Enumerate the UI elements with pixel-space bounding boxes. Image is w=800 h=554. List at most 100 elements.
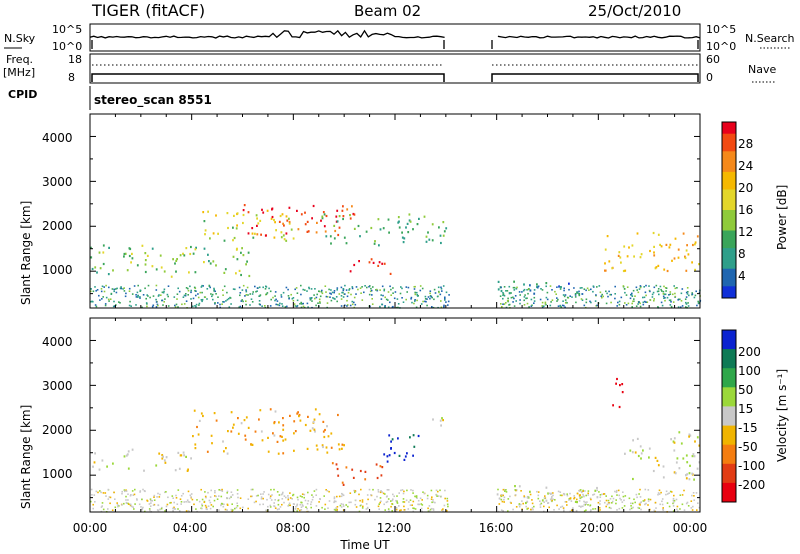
velocity-echo-cell: [688, 472, 691, 475]
velocity-ground-scatter-cell: [609, 498, 612, 500]
velocity-ground-scatter-cell: [93, 494, 96, 496]
velocity-colorbar-band: [722, 387, 736, 407]
velocity-ground-scatter-cell: [323, 495, 325, 497]
power-echo-cell: [325, 214, 328, 218]
velocity-ground-scatter-cell: [105, 495, 107, 497]
power-echo-cell: [370, 226, 373, 230]
power-ground-scatter-cell: [625, 304, 628, 306]
velocity-ground-scatter-cell: [333, 497, 336, 500]
velocity-ground-scatter-cell: [430, 507, 433, 510]
velocity-ground-scatter-cell: [532, 508, 534, 511]
velocity-echo-cell: [364, 478, 367, 481]
velocity-ground-scatter-cell: [386, 495, 388, 497]
power-echo-cell: [425, 235, 428, 238]
power-echo-cell: [336, 220, 339, 223]
power-colorbar-band: [722, 189, 736, 193]
velocity-ground-scatter-cell: [281, 493, 284, 495]
velocity-ground-scatter-cell: [559, 494, 562, 497]
power-echo-cell: [416, 223, 419, 226]
power-ground-scatter-cell: [380, 298, 383, 300]
power-ground-scatter-cell: [155, 289, 158, 291]
velocity-ground-scatter-cell: [282, 491, 284, 494]
velocity-ground-scatter-cell: [179, 498, 182, 500]
velocity-echo-cell: [523, 495, 526, 499]
velocity-echo-cell: [673, 437, 676, 440]
power-echo-cell: [280, 231, 283, 234]
power-echo-cell: [270, 217, 273, 220]
power-ground-scatter-cell: [549, 304, 552, 307]
power-ground-scatter-cell: [618, 300, 621, 303]
power-ground-scatter-cell: [383, 289, 385, 292]
velocity-echo-cell: [632, 477, 634, 481]
power-ground-scatter-cell: [411, 301, 413, 304]
velocity-echo-cell: [316, 448, 319, 451]
power-ground-scatter-cell: [653, 299, 655, 302]
velocity-echo-cell: [131, 448, 134, 451]
velocity-ground-scatter-cell: [564, 501, 567, 503]
power-ground-scatter-cell: [135, 296, 138, 298]
power-ground-scatter-cell: [556, 300, 558, 302]
power-echo-cell: [608, 260, 611, 263]
power-ground-scatter-cell: [133, 285, 136, 287]
power-ground-scatter-cell: [102, 296, 104, 298]
power-ground-scatter-cell: [295, 287, 298, 289]
power-ground-scatter-cell: [559, 286, 561, 288]
nsearch-label: N.Search: [745, 32, 795, 45]
velocity-echo-cell: [326, 451, 329, 454]
velocity-ground-scatter-cell: [183, 501, 185, 503]
power-ground-scatter-cell: [342, 289, 345, 292]
velocity-echo-cell: [341, 447, 343, 450]
power-ground-scatter-cell: [531, 304, 533, 307]
power-ground-scatter-cell: [302, 305, 305, 308]
power-ground-scatter-cell: [242, 300, 244, 303]
velocity-ground-scatter-cell: [176, 503, 179, 505]
power-ground-scatter-cell: [104, 303, 107, 305]
power-echo-cell: [439, 234, 442, 237]
power-ground-scatter-cell: [594, 300, 597, 302]
power-echo-cell: [256, 217, 258, 220]
velocity-echo-cell: [574, 500, 577, 503]
velocity-ground-scatter-cell: [692, 505, 694, 508]
power-ground-scatter-cell: [238, 306, 240, 308]
velocity-ground-scatter-cell: [417, 503, 420, 506]
power-echo-cell: [91, 267, 94, 271]
power-ground-scatter-cell: [258, 286, 261, 289]
power-echo-cell: [321, 217, 324, 220]
power-colorbar-band: [722, 183, 736, 187]
velocity-ground-scatter-cell: [359, 499, 361, 502]
power-echo-cell: [315, 231, 318, 234]
velocity-ground-scatter-cell: [585, 494, 587, 497]
power-echo-cell: [684, 256, 687, 260]
power-ground-scatter-cell: [300, 284, 302, 287]
power-ground-scatter-cell: [674, 287, 677, 290]
velocity-echo-cell: [198, 419, 201, 422]
velocity-ground-scatter-cell: [599, 494, 602, 496]
velocity-ground-scatter-cell: [151, 500, 153, 502]
velocity-ground-scatter-cell: [226, 490, 229, 493]
velocity-ground-scatter-cell: [107, 498, 110, 500]
velocity-ground-scatter-cell: [621, 507, 624, 509]
power-colorbar-band: [722, 233, 736, 237]
power-ground-scatter-cell: [672, 293, 674, 296]
power-ground-scatter-cell: [574, 293, 577, 295]
power-echo-cell: [300, 213, 303, 216]
power-ground-scatter-cell: [606, 292, 608, 295]
power-colorbar-band: [722, 148, 736, 152]
velocity-ground-scatter-cell: [657, 493, 659, 496]
power-ground-scatter-cell: [294, 305, 297, 307]
power-ground-scatter-cell: [568, 288, 570, 291]
power-ground-scatter-cell: [680, 300, 683, 302]
velocity-ground-scatter-cell: [590, 509, 592, 511]
velocity-colorbar-band: [722, 444, 736, 465]
velocity-ground-scatter-cell: [187, 501, 189, 503]
power-colorbar-band: [722, 157, 736, 161]
power-echo-cell: [226, 212, 229, 215]
power-echo-cell: [273, 236, 276, 239]
power-echo-cell: [694, 241, 697, 244]
velocity-ground-scatter-cell: [125, 501, 128, 504]
velocity-ground-scatter-cell: [431, 501, 433, 504]
velocity-ground-scatter-cell: [165, 491, 167, 493]
velocity-ground-scatter-cell: [661, 498, 664, 500]
velocity-ground-scatter-cell: [582, 490, 584, 492]
velocity-echo-cell: [165, 456, 168, 459]
